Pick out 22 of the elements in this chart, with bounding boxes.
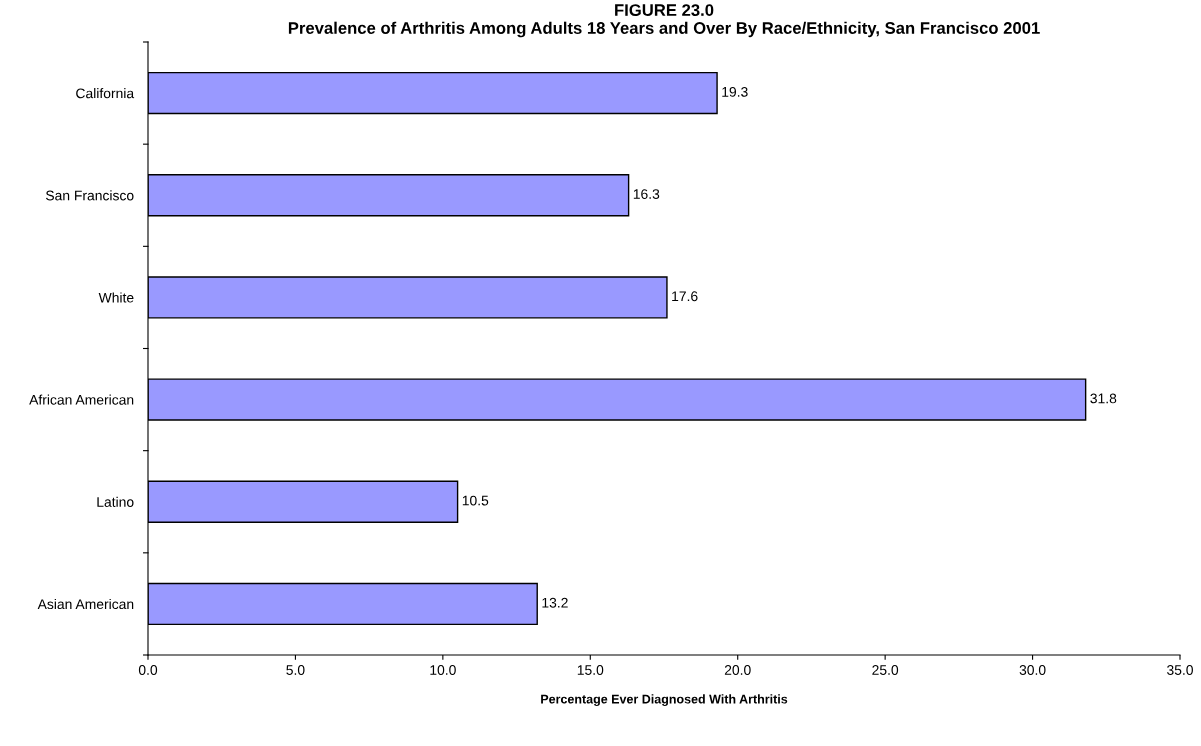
x-tick-label: 10.0 [430, 665, 456, 675]
x-tick-label: 30.0 [1019, 665, 1046, 675]
chart-title: FIGURE 23.0 Prevalence of Arthritis Among Adults 18 Years and Over By Race/Ethnicity, San Francisco 2001 [288, 4, 1040, 38]
data-label: 13.2 [542, 597, 568, 608]
x-tick-label: 15.0 [577, 665, 604, 675]
x-tick-label: 35.0 [1167, 665, 1193, 675]
data-label: 17.6 [672, 291, 698, 302]
data-label: 16.3 [633, 189, 660, 199]
data-label: 31.8 [1090, 393, 1117, 404]
y-tick-label: White [98, 292, 134, 303]
data-label: 10.5 [462, 495, 489, 506]
y-tick-label: Asian American [37, 598, 134, 610]
y-tick-label: African American [29, 394, 134, 405]
x-tick-label: 25.0 [872, 665, 899, 675]
x-tick-label: 20.0 [724, 665, 751, 675]
y-tick-label: San Francisco [45, 190, 134, 201]
y-tick-label: Latino [97, 496, 134, 507]
data-label: 19.3 [722, 86, 748, 97]
x-tick-label: 0.0 [138, 665, 158, 675]
x-axis-title: Percentage Ever Diagnosed With Arthritis [541, 694, 788, 707]
y-tick-label: California [76, 88, 135, 99]
x-tick-label: 5.0 [286, 665, 305, 675]
